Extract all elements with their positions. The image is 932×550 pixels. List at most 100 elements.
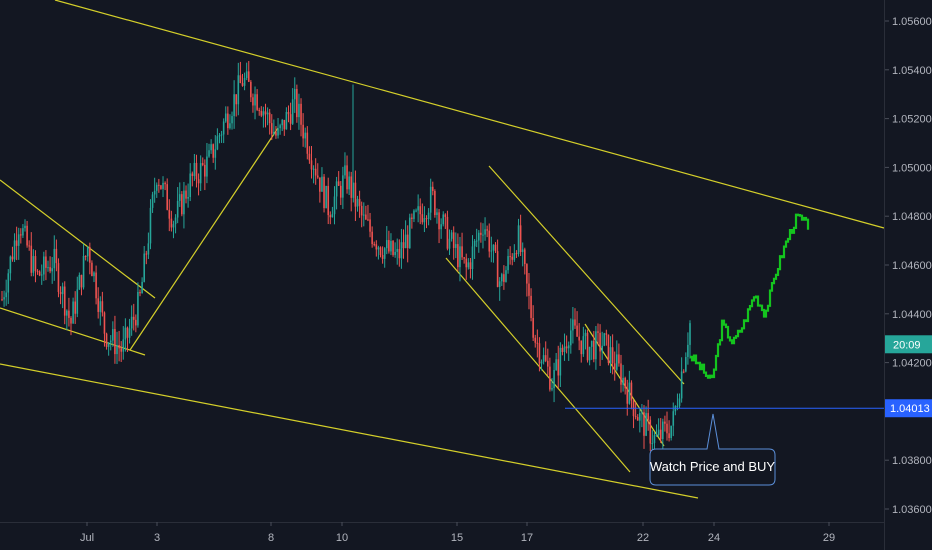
candle-body bbox=[567, 345, 570, 349]
candle-body bbox=[1, 299, 3, 301]
annotation-box[interactable] bbox=[649, 413, 776, 486]
price-tick-label: 1.04200 bbox=[892, 358, 932, 370]
time-tick-label: 10 bbox=[336, 532, 348, 544]
candle-body bbox=[362, 214, 365, 216]
candle-body bbox=[273, 132, 275, 134]
candle-body bbox=[643, 412, 645, 436]
candle-body bbox=[260, 110, 263, 116]
price-axis[interactable]: 1.05600 1.05400 1.05200 1.05000 1.04800 1.046… bbox=[885, 16, 932, 516]
candle-body bbox=[82, 255, 85, 288]
candle-body bbox=[620, 363, 622, 385]
candle-body bbox=[528, 283, 530, 296]
wedge-upper-line[interactable] bbox=[0, 179, 156, 299]
candle-body bbox=[427, 212, 430, 220]
candle-body bbox=[218, 135, 221, 137]
candle-body bbox=[208, 150, 210, 157]
candle-body bbox=[348, 176, 350, 190]
lower-channel-line[interactable] bbox=[0, 363, 699, 499]
candle-body bbox=[526, 264, 528, 284]
candle-body bbox=[316, 175, 319, 178]
candle-body bbox=[672, 411, 675, 426]
candle-body bbox=[187, 197, 189, 199]
candle-body bbox=[484, 229, 486, 235]
candle-body bbox=[139, 291, 141, 294]
candle-body bbox=[636, 417, 639, 421]
candle-body bbox=[513, 253, 516, 260]
candle-body bbox=[613, 363, 616, 370]
candle-body bbox=[647, 413, 649, 420]
candle-body bbox=[331, 214, 334, 218]
candle-body bbox=[603, 333, 606, 346]
candle-body bbox=[668, 433, 670, 439]
candle-body bbox=[429, 186, 432, 213]
candle-body bbox=[296, 89, 298, 118]
candle-body bbox=[183, 190, 185, 215]
candle-body bbox=[321, 176, 323, 192]
candle-body bbox=[551, 388, 553, 390]
candle-body bbox=[369, 219, 371, 232]
candle-body bbox=[93, 272, 95, 277]
time-tick-label: 15 bbox=[451, 532, 463, 544]
time-tick-label: 22 bbox=[637, 532, 649, 544]
descending-channel-upper-line[interactable] bbox=[488, 165, 685, 385]
candle-body bbox=[135, 319, 137, 326]
candle-body bbox=[576, 325, 578, 337]
candle-body bbox=[189, 173, 192, 198]
candle-body bbox=[536, 342, 539, 344]
candle-body bbox=[103, 312, 106, 334]
candle-body bbox=[415, 210, 417, 212]
candle-body bbox=[285, 111, 288, 130]
candle-body bbox=[151, 194, 154, 208]
candle-body bbox=[549, 366, 551, 390]
candle-body bbox=[473, 240, 476, 247]
candle-body bbox=[457, 244, 459, 268]
candle-body bbox=[323, 176, 325, 209]
candle-body bbox=[32, 256, 35, 273]
level-price-tag-box bbox=[885, 399, 932, 418]
candle-body bbox=[181, 194, 183, 215]
candle-body bbox=[492, 244, 495, 251]
candle-body bbox=[342, 175, 344, 198]
candle-body bbox=[63, 286, 66, 316]
candle-body bbox=[229, 123, 231, 129]
candle-body bbox=[480, 232, 482, 235]
candle-body bbox=[61, 286, 64, 295]
annotation-text: Watch Price and BUY bbox=[650, 459, 776, 474]
candle-body bbox=[519, 225, 522, 253]
candle-body bbox=[304, 132, 307, 139]
candle-body bbox=[438, 212, 440, 230]
candle-body bbox=[283, 119, 286, 130]
candle-body bbox=[327, 185, 330, 216]
candle-body bbox=[3, 297, 5, 300]
current-price-tag: 20:09 bbox=[885, 335, 932, 354]
candle-body bbox=[544, 355, 547, 361]
descending-channel-lower-line[interactable] bbox=[445, 257, 631, 473]
candle-body bbox=[601, 345, 603, 352]
candle-body bbox=[13, 240, 16, 260]
candle-body bbox=[655, 435, 658, 437]
candle-body bbox=[128, 328, 131, 338]
candle-body bbox=[224, 113, 227, 122]
rally-support-line[interactable] bbox=[129, 127, 279, 351]
candle-body bbox=[521, 249, 524, 253]
candle-body bbox=[109, 340, 112, 343]
candle-body bbox=[206, 156, 208, 177]
candle-body bbox=[204, 164, 206, 177]
candle-body bbox=[605, 333, 608, 335]
candle-body bbox=[105, 333, 108, 347]
level-price-tag: 1.04013 bbox=[885, 399, 932, 418]
candle-body bbox=[24, 225, 26, 229]
candle-body bbox=[122, 339, 125, 352]
upper-channel-line[interactable] bbox=[54, 0, 885, 229]
price-tick-label: 1.05400 bbox=[892, 65, 932, 77]
time-axis[interactable]: Jul 3 8 10 15 17 22 24 29 bbox=[80, 522, 835, 544]
candle-body bbox=[452, 232, 455, 248]
candles-layer bbox=[1, 61, 691, 455]
candle-body bbox=[517, 225, 520, 255]
candle-body bbox=[9, 256, 12, 274]
level-price-tag-label: 1.04013 bbox=[890, 403, 930, 415]
annotation-callout[interactable]: Watch Price and BUY bbox=[649, 413, 776, 486]
candle-body bbox=[84, 255, 87, 257]
candle-body bbox=[417, 206, 419, 211]
